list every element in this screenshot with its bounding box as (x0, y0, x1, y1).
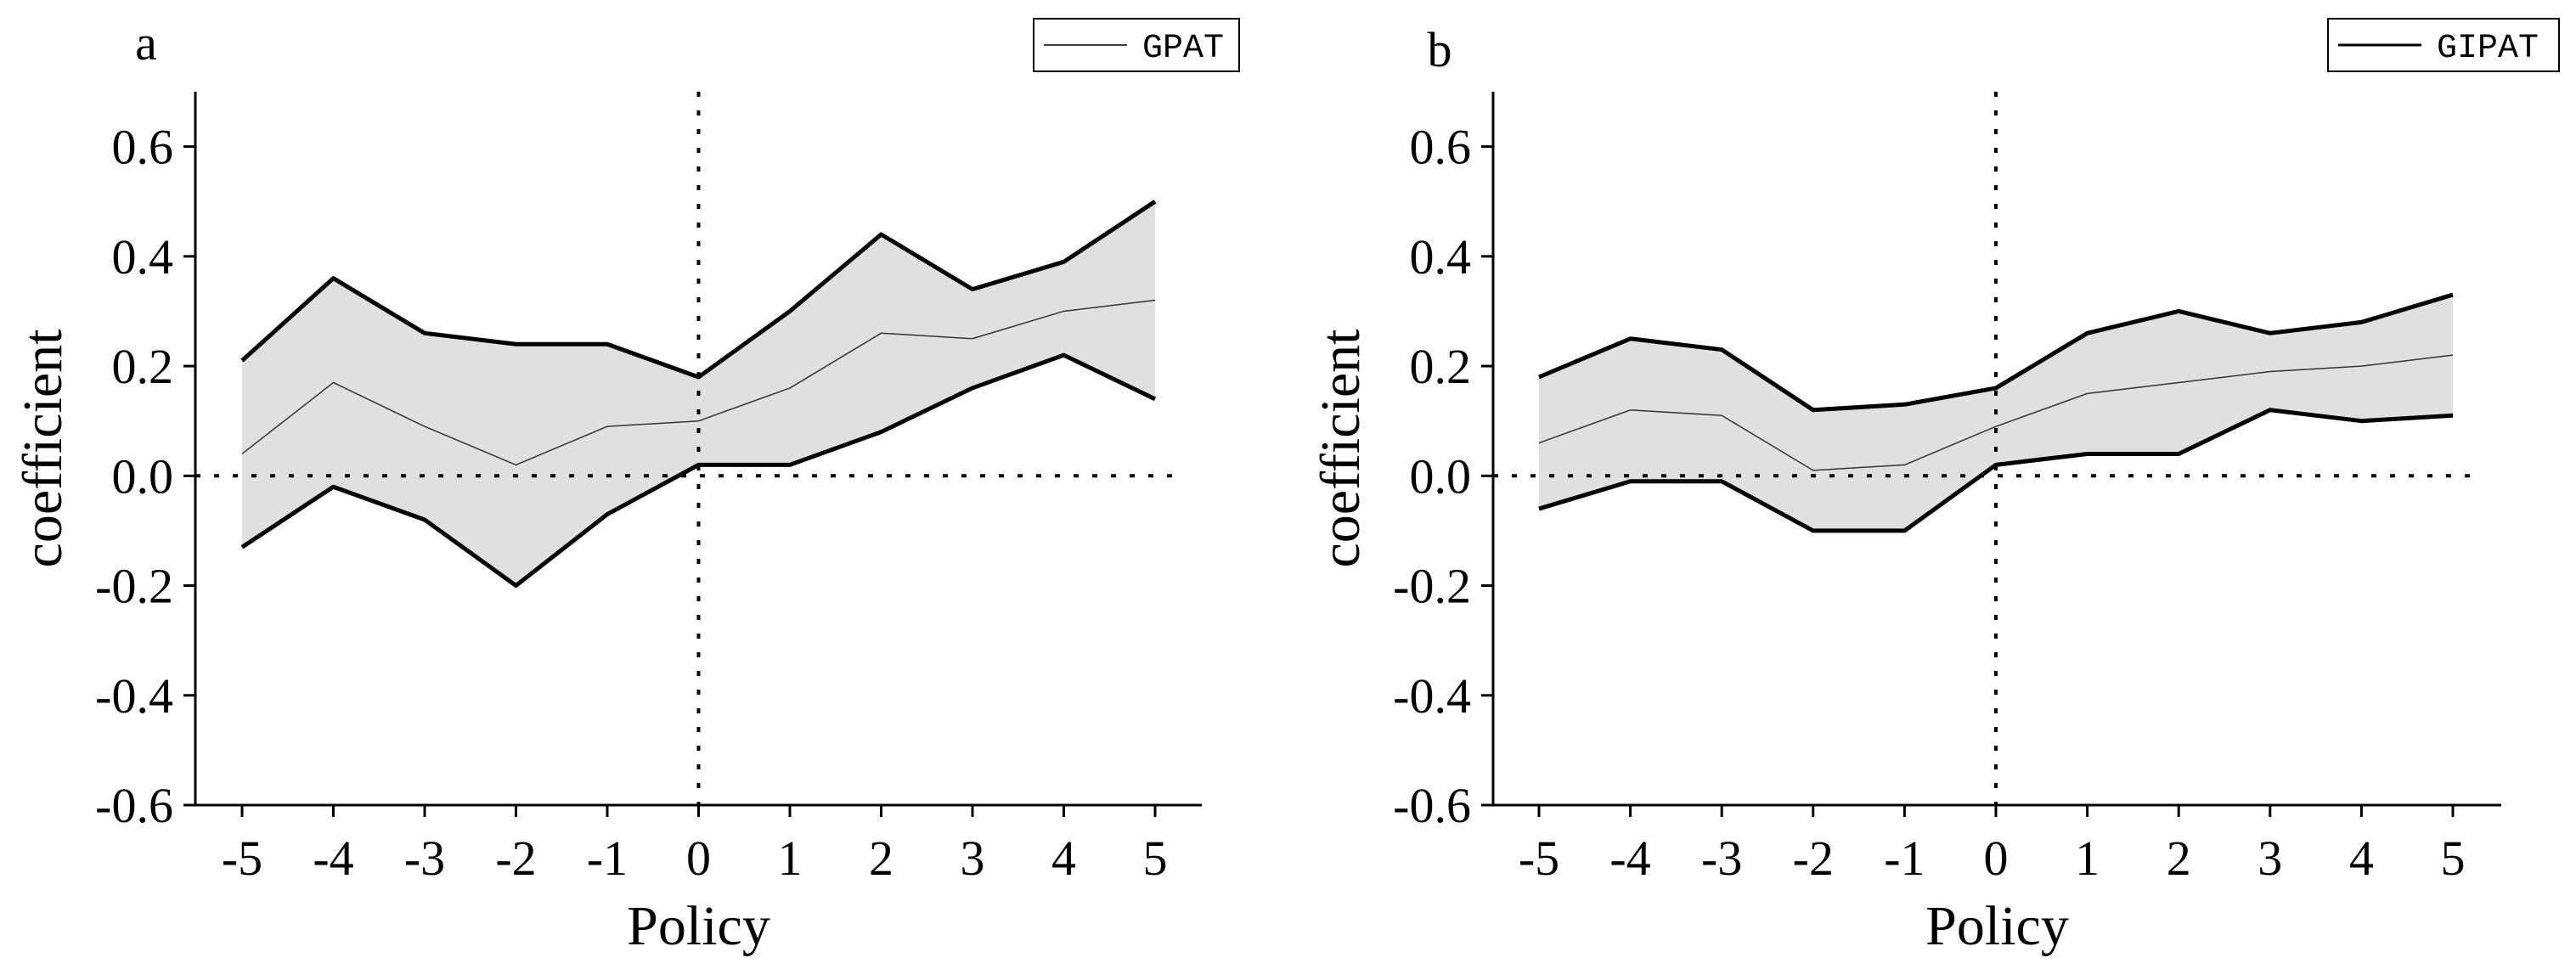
x-axis-title: Policy (627, 895, 770, 957)
x-tick-label: 2 (869, 831, 893, 886)
chart-panel-b: -0.6 -0.4 -0.2 0.0 0.2 0.4 0.6 -5 -4 -3 -2 -1 0 1 2 3 4 5… (1310, 18, 2560, 957)
y-tick-label: -0.4 (1393, 668, 1471, 724)
legend-label: GIPAT (2437, 30, 2539, 68)
panel-label: b (1428, 22, 1452, 77)
lower-bound-line (240, 352, 1157, 589)
y-tick-label: -0.6 (95, 778, 173, 833)
x-tick-label: -4 (313, 831, 353, 886)
x-tick-label: -5 (1519, 831, 1559, 886)
legend: GIPAT (2327, 18, 2560, 72)
x-tick-label: 0 (686, 831, 711, 886)
upper-bound-line (1538, 292, 2454, 413)
x-tick-label: -4 (1609, 831, 1650, 886)
x-tick-label: -1 (587, 831, 628, 886)
x-tick-label: 5 (2441, 831, 2466, 886)
x-tick-label: 3 (2258, 831, 2282, 886)
y-tick-label: 0.6 (112, 120, 174, 175)
y-tick-label: 0.0 (112, 448, 174, 504)
y-tick-label: 0.4 (112, 229, 174, 285)
panel-label: a (135, 15, 157, 70)
x-tick-label: -3 (1701, 831, 1742, 886)
lower-bound-line (1538, 408, 2454, 533)
y-tick-label: -0.2 (1393, 559, 1471, 614)
y-tick-label: 0.2 (1410, 339, 1472, 394)
x-tick-label: 3 (961, 831, 985, 886)
chart-panel-a: -0.6 -0.4 -0.2 0.0 0.2 0.4 0.6 -5 -4 -3 -2 -1 0 1 2 3 4 5… (12, 15, 1240, 957)
y-tick-label: 0.0 (1410, 448, 1472, 504)
y-tick-label: -0.2 (95, 559, 173, 614)
estimate-line (1538, 354, 2454, 471)
x-tick-label: 0 (1984, 831, 2009, 886)
x-tick-label: 1 (2075, 831, 2100, 886)
legend: GPAT (1033, 18, 1240, 72)
x-tick-label: 5 (1143, 831, 1168, 886)
legend-label: GPAT (1142, 30, 1224, 68)
x-tick-label: -1 (1884, 831, 1925, 886)
upper-bound-line (240, 200, 1157, 380)
y-tick-label: 0.6 (1410, 120, 1472, 175)
x-tick-label: -2 (495, 831, 536, 886)
y-tick-label: 0.4 (1410, 229, 1472, 285)
x-tick-label: 4 (2349, 831, 2374, 886)
estimate-line (241, 299, 1156, 466)
x-tick-label: 2 (2167, 831, 2191, 886)
x-tick-label: -5 (222, 831, 262, 886)
x-tick-label: 1 (778, 831, 803, 886)
y-tick-label: 0.2 (112, 339, 174, 394)
y-tick-label: -0.6 (1393, 778, 1471, 833)
x-axis-title: Policy (1925, 895, 2069, 957)
y-axis-title: coefficient (12, 330, 74, 568)
x-tick-label: -3 (404, 831, 445, 886)
x-tick-label: 4 (1051, 831, 1076, 886)
x-tick-label: -2 (1793, 831, 1834, 886)
y-tick-label: -0.4 (95, 668, 173, 724)
y-axis-title: coefficient (1310, 330, 1372, 568)
